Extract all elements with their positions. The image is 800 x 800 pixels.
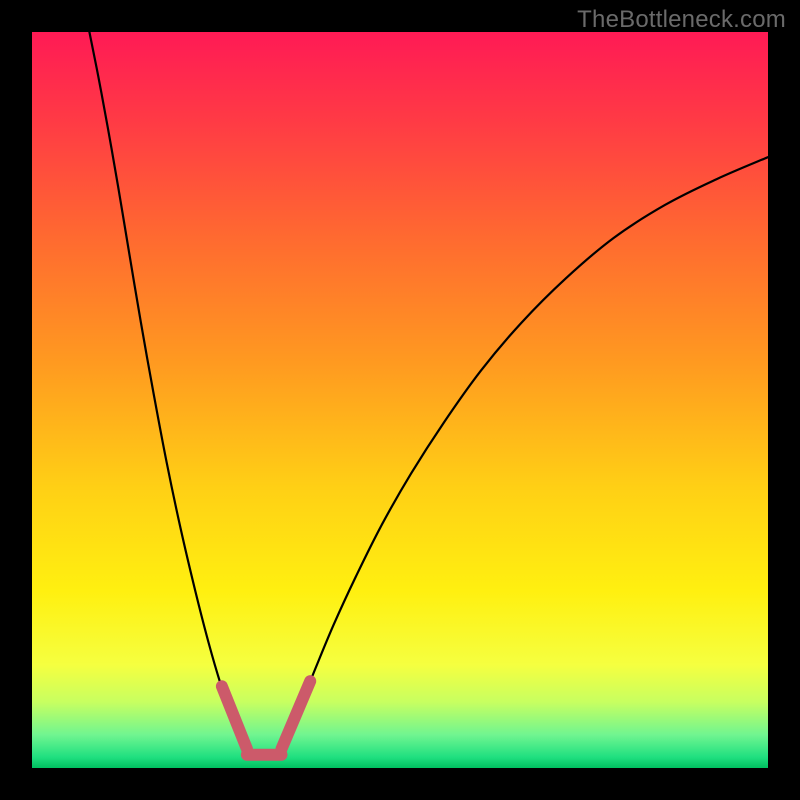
watermark-text: TheBottleneck.com	[577, 6, 786, 34]
chart-svg	[32, 32, 768, 768]
gradient-background	[32, 32, 768, 768]
chart-outer-frame: TheBottleneck.com	[0, 0, 800, 800]
chart-plot-area	[32, 32, 768, 768]
